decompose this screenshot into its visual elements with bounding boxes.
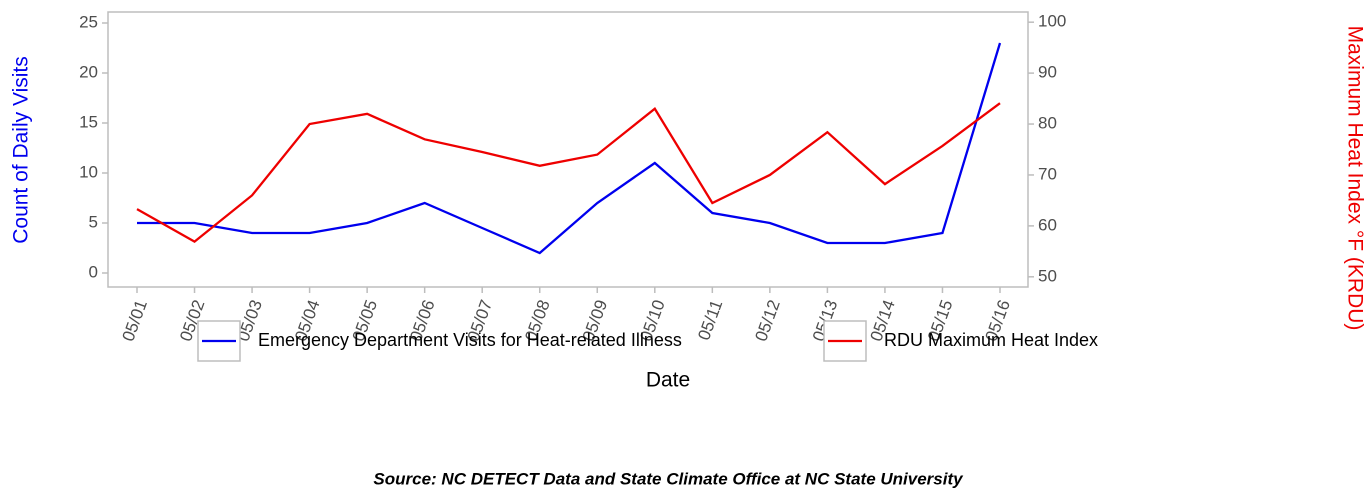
x-tick-label: 05/12	[751, 297, 783, 343]
x-tick-label: 05/01	[119, 297, 151, 343]
y2-tick-label: 50	[1038, 266, 1057, 285]
y2-tick-label: 100	[1038, 12, 1066, 31]
y2-tick-label: 90	[1038, 63, 1057, 82]
y-axis-title: Count of Daily Visits	[10, 56, 33, 244]
y-tick-label: 15	[79, 112, 98, 131]
y2-axis-title: Maximum Heat Index °F (KRDU)	[1343, 26, 1366, 331]
y-tick-label: 10	[79, 162, 98, 181]
series-line	[137, 42, 1002, 255]
y-tick-label: 25	[79, 12, 98, 31]
legend-label: Emergency Department Visits for Heat-rel…	[258, 330, 682, 350]
x-tick-label: 05/11	[694, 297, 726, 342]
y-tick-label: 0	[89, 262, 98, 281]
series-line	[136, 102, 1001, 244]
plot-panel	[107, 11, 1029, 288]
y2-tick-label: 70	[1038, 164, 1057, 183]
y-tick-label: 20	[79, 62, 98, 81]
x-axis-title: Date	[646, 369, 690, 392]
y2-tick-label: 60	[1038, 215, 1057, 234]
y-tick-label: 5	[89, 212, 98, 231]
source-note: Source: NC DETECT Data and State Climate…	[373, 469, 964, 488]
y2-tick-label: 80	[1038, 114, 1057, 133]
legend-label: RDU Maximum Heat Index	[884, 330, 1098, 350]
